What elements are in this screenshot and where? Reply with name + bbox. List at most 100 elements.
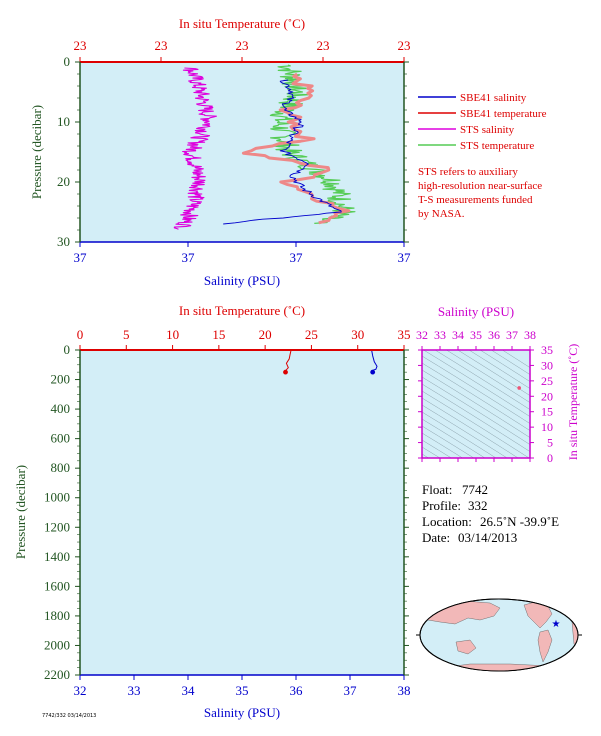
bottom-pressure-tick-label: 200 xyxy=(51,372,71,387)
profile-label: Profile: xyxy=(422,498,461,513)
ts-point xyxy=(517,386,521,390)
top-temperature-tick-labels: 23 23 23 23 23 xyxy=(74,38,411,53)
legend-label-sts-salinity: STS salinity xyxy=(460,124,515,136)
bottom-temperature-tick-label: 35 xyxy=(398,327,411,342)
top-salinity-axis-label: Salinity (PSU) xyxy=(204,273,280,288)
ts-temperature-axis-label: In situ Temperature (˚C) xyxy=(566,344,580,461)
bottom-temperature-tick-label: 10 xyxy=(166,327,179,342)
bottom-pressure-tick-label: 1800 xyxy=(44,608,70,623)
bottom-pressure-tick-label: 600 xyxy=(51,431,71,446)
bottom-salinity-tick-label: 38 xyxy=(398,683,411,698)
top-plot-area xyxy=(80,62,404,242)
legend: SBE41 salinity SBE41 temperature STS sal… xyxy=(418,92,547,152)
top-salinity-tick-labels: 37 37 37 37 xyxy=(74,250,412,265)
bottom-pressure-axis-label: Pressure (decibar) xyxy=(13,465,28,559)
ts-temperature-tick-label: 35 xyxy=(541,343,553,357)
top-pressure-tick-label: 10 xyxy=(57,114,70,129)
sts-salinity-line xyxy=(173,67,217,230)
land-australia xyxy=(455,639,477,655)
ts-salinity-tick-label: 38 xyxy=(524,328,536,342)
sbe41-salinity-line xyxy=(223,79,342,225)
ts-salinity-tick-label: 36 xyxy=(488,328,500,342)
location-map: ★ xyxy=(416,598,582,672)
bottom-temperature-tick-label: 30 xyxy=(351,327,364,342)
bottom-pressure-tick-label: 0 xyxy=(64,342,71,357)
bottom-pressure-tick-label: 1000 xyxy=(44,490,70,505)
float-info: Float: 7742 Profile: 332 Location: 26.5˚… xyxy=(422,482,559,545)
bottom-pressure-tick-label: 2200 xyxy=(44,667,70,682)
top-series-group xyxy=(173,64,356,230)
footer-label: 7742/332 03/14/2013 xyxy=(42,713,96,719)
bottom-pressure-tick-label: 800 xyxy=(51,460,71,475)
bottom-plot-area xyxy=(80,350,404,675)
float-value: 7742 xyxy=(462,482,488,497)
date-label: Date: xyxy=(422,530,450,545)
bottom-temperature-end-point xyxy=(283,369,288,375)
ts-density-contour xyxy=(434,350,530,410)
bottom-salinity-end-point xyxy=(370,369,376,375)
bottom-temperature-tick-label: 15 xyxy=(212,327,225,342)
ts-density-contour xyxy=(422,369,530,438)
top-salinity-tick-label: 37 xyxy=(182,250,196,265)
top-temperature-tick-label: 23 xyxy=(317,38,330,53)
bottom-salinity-tick-label: 35 xyxy=(236,683,249,698)
ts-density-contour xyxy=(422,418,486,458)
ts-salinity-tick-labels: 32 33 34 35 36 37 38 xyxy=(416,328,536,342)
sts-note-line: T-S measurements funded xyxy=(418,194,533,206)
date-value: 03/14/2013 xyxy=(458,530,517,545)
ts-density-contour xyxy=(422,383,530,452)
ts-density-contour xyxy=(422,397,519,458)
ts-temperature-tick-label: 30 xyxy=(541,358,553,372)
ts-density-contour xyxy=(422,446,441,458)
bottom-salinity-axis-label: Salinity (PSU) xyxy=(204,705,280,720)
ts-temperature-tick-label: 25 xyxy=(541,374,553,388)
bottom-temperature-tick-label: 25 xyxy=(305,327,318,342)
ts-salinity-axis-label: Salinity (PSU) xyxy=(438,304,514,319)
top-temperature-tick-label: 23 xyxy=(74,38,87,53)
bottom-salinity-tick-label: 34 xyxy=(182,683,196,698)
ts-salinity-tick-label: 34 xyxy=(452,328,464,342)
top-temperature-tick-label: 23 xyxy=(236,38,249,53)
ts-density-contour xyxy=(445,350,530,403)
top-salinity-tick-label: 37 xyxy=(398,250,412,265)
location-value: 26.5˚N -39.9˚E xyxy=(480,514,559,529)
bottom-pressure-tick-labels: 0 200 400 600 800 1000 1200 1400 1600 1800 2000 220… xyxy=(44,342,70,682)
bottom-profile-chart: In situ Temperature (˚C) Salinity (PSU) … xyxy=(13,303,411,720)
ts-temperature-tick-label: 20 xyxy=(541,389,553,403)
bottom-temperature-tick-label: 20 xyxy=(259,327,272,342)
ts-density-contour xyxy=(422,390,530,458)
bottom-salinity-tick-labels: 32 33 34 35 36 37 38 xyxy=(74,683,411,698)
legend-label-sbe41-temperature: SBE41 temperature xyxy=(460,108,547,120)
sts-note-line: by NASA. xyxy=(418,208,465,220)
bottom-salinity-tick-label: 32 xyxy=(74,683,87,698)
ts-density-contour xyxy=(422,376,530,445)
ts-temperature-tick-label: 10 xyxy=(541,420,553,434)
ts-density-contour xyxy=(479,350,530,382)
ts-density-contour xyxy=(422,453,430,458)
ts-density-contour xyxy=(422,425,475,458)
bottom-pressure-tick-label: 2000 xyxy=(44,637,70,652)
sbe41-temperature-line xyxy=(241,72,351,225)
top-temperature-axis-label: In situ Temperature (˚C) xyxy=(179,16,305,31)
top-salinity-tick-label: 37 xyxy=(290,250,304,265)
bottom-temperature-axis-label: In situ Temperature (˚C) xyxy=(179,303,305,318)
ts-temperature-tick-label: 0 xyxy=(547,451,553,465)
ts-density-contour xyxy=(490,350,530,375)
ts-density-contour xyxy=(501,350,530,368)
legend-label-sbe41-salinity: SBE41 salinity xyxy=(460,92,527,104)
bottom-series-group xyxy=(283,350,378,375)
bottom-pressure-tick-label: 400 xyxy=(51,401,71,416)
sts-note: STS refers to auxiliary high-resolution … xyxy=(418,166,542,220)
float-location-marker: ★ xyxy=(552,619,561,630)
bottom-pressure-tick-label: 1600 xyxy=(44,578,70,593)
bottom-pressure-tick-label: 1400 xyxy=(44,549,70,564)
ts-diagram: Salinity (PSU) In situ Temperature (˚C) … xyxy=(416,304,580,465)
bottom-temperature-tick-label: 0 xyxy=(77,327,84,342)
land-south-america xyxy=(537,629,553,663)
ts-salinity-tick-label: 37 xyxy=(506,328,518,342)
top-profile-chart: In situ Temperature (˚C) Salinity (PSU) … xyxy=(29,16,411,288)
top-pressure-tick-label: 30 xyxy=(57,234,70,249)
ts-density-contour xyxy=(422,404,508,458)
